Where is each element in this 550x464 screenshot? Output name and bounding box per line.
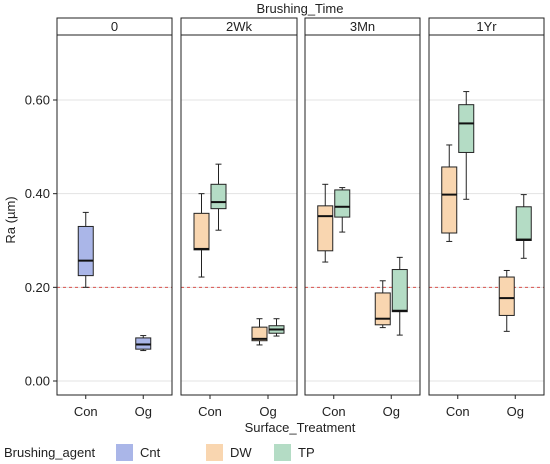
box-layer [77,91,532,352]
x-tick-label: Con [198,404,222,419]
box-1Yr-Og-TP [515,194,532,259]
facet-label: 3Mn [350,19,375,34]
y-tick-label: 0.60 [25,93,50,108]
facet-strip [304,17,421,36]
box-0-Og-Cnt [135,335,152,352]
iqr-box [374,292,391,326]
box-2Wk-Con-TP [210,163,227,231]
iqr-box [334,189,351,218]
facet-strips: 0 2Wk 3Mn 1Yr [56,17,545,36]
legend-label-dw: DW [230,445,252,460]
iqr-box [77,225,94,277]
y-tick-label: 0.00 [25,374,50,389]
legend-swatch-cnt [116,444,133,461]
x-tick-label: Og [383,404,400,419]
facet-label: 2Wk [226,19,253,34]
x-tick-label: Og [259,404,276,419]
box-1Yr-Og-DW [498,269,515,332]
y-tick-label: 0.40 [25,186,50,201]
iqr-box [193,212,210,251]
facet-label: 0 [111,19,118,34]
iqr-box [251,326,268,342]
legend-title: Brushing_agent [4,445,95,460]
legend-swatch-dw [206,444,223,461]
box-1Yr-Con-DW [441,144,458,242]
y-axis: 0.00 0.20 0.40 0.60 [25,93,57,389]
panel-frame [56,34,173,396]
iqr-box [515,206,532,241]
iqr-box [210,183,227,210]
iqr-box [441,166,458,234]
iqr-box [498,276,515,316]
box-2Wk-Con-DW [193,193,210,278]
iqr-box [317,205,334,252]
x-axis: Con Og Con Og Con Og Con Og [74,395,524,419]
box-3Mn-Og-TP [391,256,408,336]
facet-strip [428,17,545,36]
facet-strip [56,17,173,36]
iqr-box [458,104,475,153]
box-2Wk-Og-DW [251,318,268,346]
x-tick-label: Con [322,404,346,419]
panel-frames [56,34,545,396]
x-tick-label: Con [446,404,470,419]
facet-label: 1Yr [476,19,497,34]
x-tick-label: Og [135,404,152,419]
iqr-box [391,269,408,313]
legend: Brushing_agent Cnt DW TP [4,444,315,461]
box-0-Con-Cnt [77,211,94,288]
x-tick-label: Og [507,404,524,419]
facet-group-title: Brushing_Time [257,1,344,16]
facet-strip [180,17,298,36]
box-2Wk-Og-TP [268,318,285,337]
legend-label-tp: TP [298,445,315,460]
x-tick-label: Con [74,404,98,419]
legend-swatch-tp [274,444,291,461]
y-axis-label: Ra (µm) [3,196,18,243]
box-1Yr-Con-TP [458,91,475,200]
y-tick-label: 0.20 [25,280,50,295]
x-axis-label: Surface_Treatment [245,420,356,435]
box-3Mn-Con-DW [317,183,334,263]
legend-label-cnt: Cnt [140,445,161,460]
box-3Mn-Con-TP [334,187,351,233]
box-3Mn-Og-DW [374,280,391,329]
